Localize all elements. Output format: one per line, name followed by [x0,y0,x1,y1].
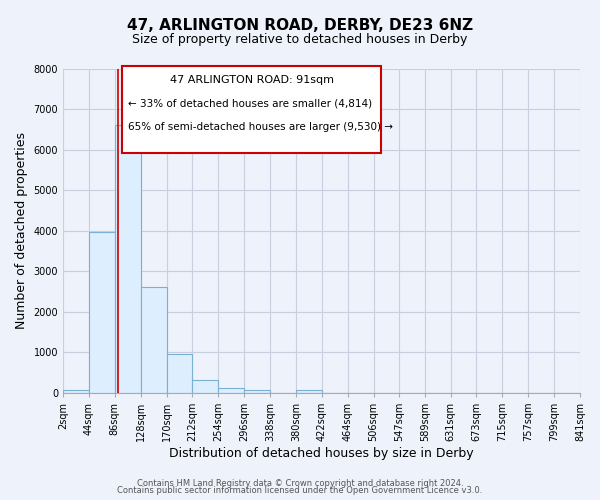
Text: ← 33% of detached houses are smaller (4,814): ← 33% of detached houses are smaller (4,… [128,98,372,108]
Text: 47 ARLINGTON ROAD: 91sqm: 47 ARLINGTON ROAD: 91sqm [170,76,334,86]
Bar [140,287,167,393]
Bar [218,388,244,393]
Bar [115,125,140,393]
Text: Contains HM Land Registry data © Crown copyright and database right 2024.: Contains HM Land Registry data © Crown c… [137,478,463,488]
Bar [63,390,89,393]
Text: 47, ARLINGTON ROAD, DERBY, DE23 6NZ: 47, ARLINGTON ROAD, DERBY, DE23 6NZ [127,18,473,32]
Text: 65% of semi-detached houses are larger (9,530) →: 65% of semi-detached houses are larger (… [128,122,392,132]
Bar [296,390,322,393]
Text: Size of property relative to detached houses in Derby: Size of property relative to detached ho… [133,32,467,46]
Y-axis label: Number of detached properties: Number of detached properties [15,132,28,330]
Text: Contains public sector information licensed under the Open Government Licence v3: Contains public sector information licen… [118,486,482,495]
Bar [167,354,193,393]
FancyBboxPatch shape [122,66,381,153]
Bar [244,390,270,393]
X-axis label: Distribution of detached houses by size in Derby: Distribution of detached houses by size … [169,447,474,460]
Bar [89,232,115,393]
Bar [193,380,218,393]
